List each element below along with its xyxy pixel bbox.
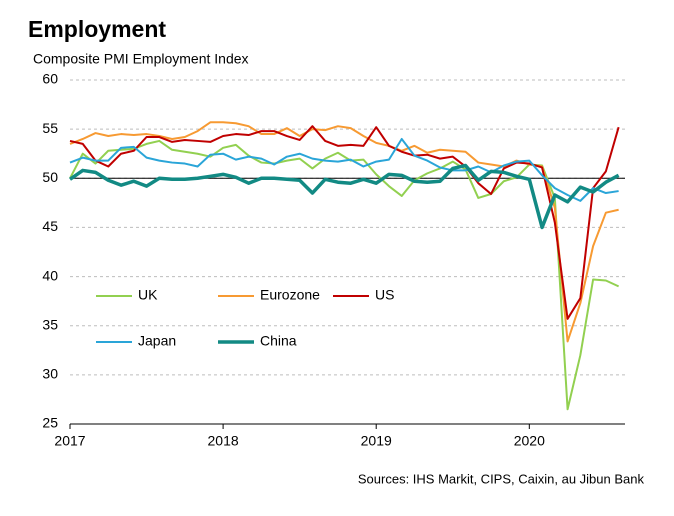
- line-series: [69, 125, 620, 320]
- legend-label: China: [260, 333, 297, 349]
- y-tick-label: 40: [42, 267, 58, 283]
- line-series: [69, 137, 619, 202]
- chart-title: Employment: [28, 16, 166, 42]
- legend-label: Eurozone: [260, 287, 320, 303]
- y-tick-label: 60: [42, 71, 58, 87]
- line-series: [69, 121, 619, 343]
- legend-label: UK: [138, 287, 158, 303]
- y-tick-label: 25: [42, 415, 58, 431]
- line-series: [69, 139, 620, 411]
- y-tick-label: 50: [42, 169, 58, 185]
- x-tick-label: 2017: [54, 433, 85, 449]
- y-tick-label: 35: [42, 316, 58, 332]
- x-tick-label: 2020: [514, 433, 545, 449]
- y-tick-label: 30: [42, 366, 58, 382]
- legend-label: Japan: [138, 333, 176, 349]
- y-tick-label: 45: [42, 218, 58, 234]
- x-tick-label: 2018: [208, 433, 239, 449]
- chart-subtitle: Composite PMI Employment Index: [33, 51, 249, 67]
- y-tick-label: 55: [42, 120, 58, 136]
- source: Sources: IHS Markit, CIPS, Caixin, au Ji…: [358, 471, 645, 486]
- line-series: [69, 163, 620, 230]
- legend-label: US: [375, 287, 394, 303]
- x-tick-label: 2019: [361, 433, 392, 449]
